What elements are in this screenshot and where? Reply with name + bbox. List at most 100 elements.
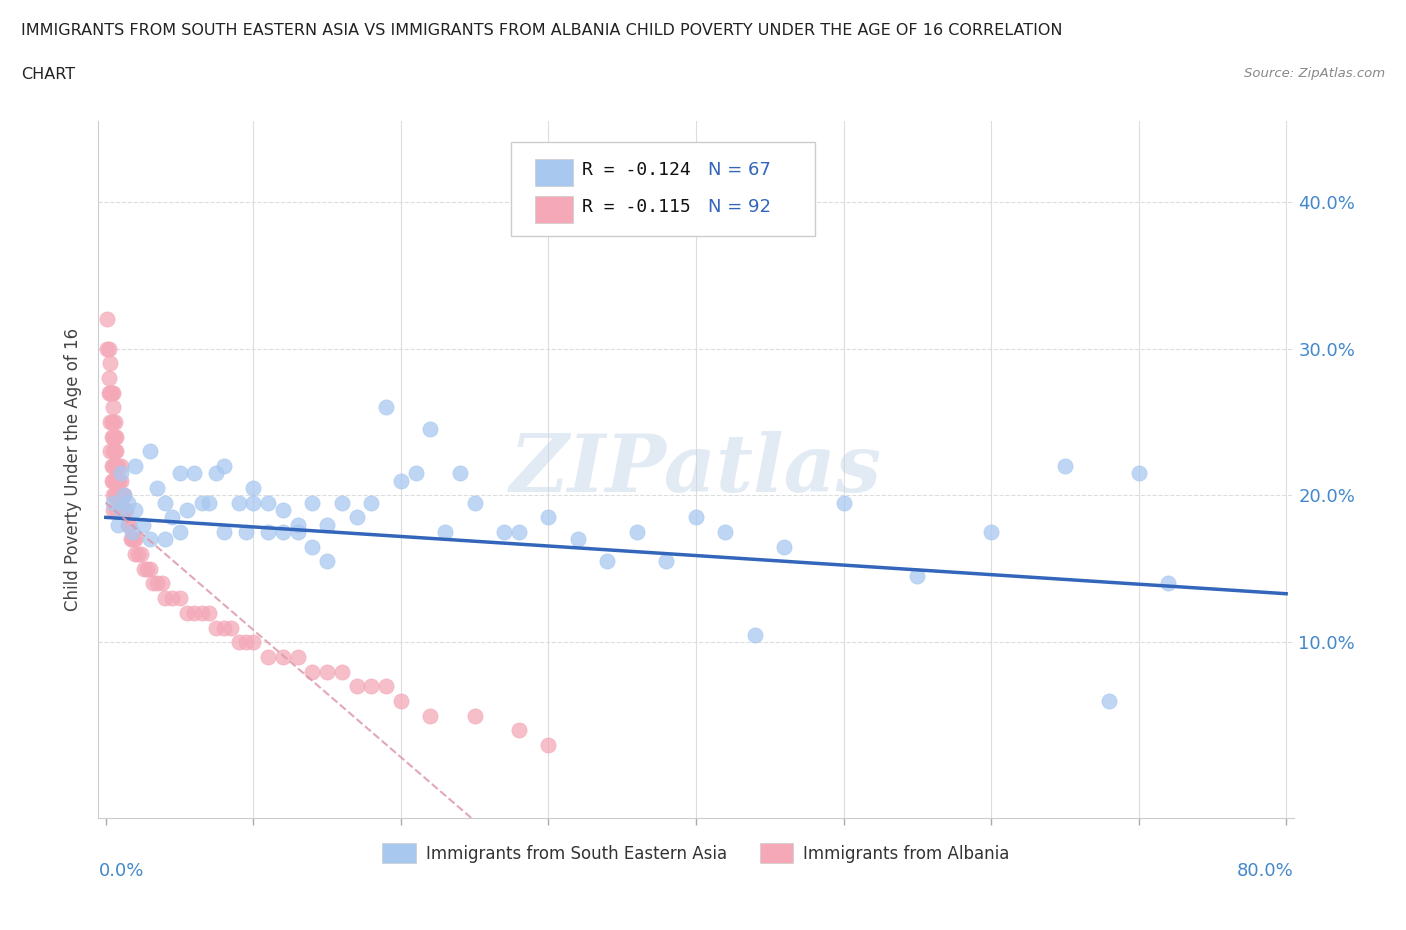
Point	[101, 473, 124, 488]
Point	[107, 488, 129, 503]
Point	[117, 496, 139, 511]
Point	[198, 605, 221, 620]
Point	[104, 458, 127, 473]
Point	[118, 517, 141, 532]
Point	[301, 664, 323, 679]
Point	[419, 708, 441, 723]
Text: IMMIGRANTS FROM SOUTH EASTERN ASIA VS IMMIGRANTS FROM ALBANIA CHILD POVERTY UNDE: IMMIGRANTS FROM SOUTH EASTERN ASIA VS IM…	[21, 23, 1063, 38]
Point	[153, 496, 176, 511]
Point	[117, 517, 139, 532]
Point	[242, 481, 264, 496]
Point	[198, 496, 221, 511]
Point	[96, 341, 118, 356]
Point	[405, 466, 427, 481]
Point	[110, 458, 132, 473]
Point	[101, 502, 124, 517]
Point	[330, 496, 353, 511]
Point	[212, 620, 235, 635]
Point	[832, 496, 855, 511]
Point	[980, 525, 1002, 539]
Point	[100, 458, 122, 473]
Text: 0.0%: 0.0%	[98, 861, 143, 880]
Point	[242, 496, 264, 511]
Y-axis label: Child Poverty Under the Age of 16: Child Poverty Under the Age of 16	[65, 328, 83, 611]
Point	[124, 532, 146, 547]
Point	[105, 458, 128, 473]
Point	[98, 415, 121, 430]
Point	[235, 525, 257, 539]
Point	[110, 488, 132, 503]
Point	[101, 415, 124, 430]
Point	[110, 466, 132, 481]
Point	[112, 488, 135, 503]
Point	[146, 576, 169, 591]
Point	[112, 502, 135, 517]
Point	[257, 649, 280, 664]
FancyBboxPatch shape	[510, 142, 815, 236]
Point	[131, 517, 153, 532]
Point	[153, 591, 176, 605]
Bar	[534, 196, 572, 222]
Point	[97, 370, 120, 385]
Point	[101, 385, 124, 400]
Point	[115, 502, 138, 517]
Point	[655, 554, 678, 569]
Point	[190, 605, 212, 620]
Point	[508, 525, 530, 539]
Point	[1053, 458, 1076, 473]
Point	[101, 429, 124, 444]
Point	[111, 502, 134, 517]
Point	[108, 473, 131, 488]
Bar	[534, 159, 572, 186]
Point	[271, 525, 294, 539]
Point	[104, 429, 127, 444]
Point	[100, 385, 122, 400]
Text: Source: ZipAtlas.com: Source: ZipAtlas.com	[1244, 67, 1385, 80]
Point	[434, 525, 457, 539]
Point	[146, 481, 169, 496]
Point	[142, 576, 165, 591]
Point	[114, 502, 136, 517]
Point	[96, 312, 118, 326]
Point	[494, 525, 516, 539]
Point	[150, 576, 173, 591]
Point	[287, 525, 309, 539]
Point	[389, 473, 412, 488]
Point	[136, 562, 159, 577]
Text: R = -0.124: R = -0.124	[582, 162, 692, 179]
Point	[104, 488, 127, 503]
Point	[212, 525, 235, 539]
Point	[110, 502, 132, 517]
Point	[360, 496, 382, 511]
Point	[121, 525, 143, 539]
Point	[257, 496, 280, 511]
Point	[97, 385, 120, 400]
Point	[124, 458, 146, 473]
Point	[105, 473, 128, 488]
Point	[124, 502, 146, 517]
Point	[508, 723, 530, 737]
Point	[101, 400, 124, 415]
Point	[169, 525, 191, 539]
Point	[111, 488, 134, 503]
Point	[228, 496, 250, 511]
Text: N = 67: N = 67	[709, 162, 770, 179]
Point	[301, 539, 323, 554]
Point	[419, 422, 441, 437]
Point	[127, 547, 149, 562]
Point	[287, 517, 309, 532]
Point	[537, 737, 560, 752]
Point	[271, 649, 294, 664]
Point	[105, 429, 128, 444]
Point	[205, 620, 228, 635]
Point	[228, 635, 250, 650]
Point	[773, 539, 796, 554]
Point	[257, 525, 280, 539]
Point	[567, 532, 589, 547]
Point	[104, 473, 127, 488]
Point	[98, 444, 121, 458]
Point	[97, 341, 120, 356]
Point	[110, 473, 132, 488]
Point	[160, 591, 183, 605]
Point	[139, 444, 162, 458]
